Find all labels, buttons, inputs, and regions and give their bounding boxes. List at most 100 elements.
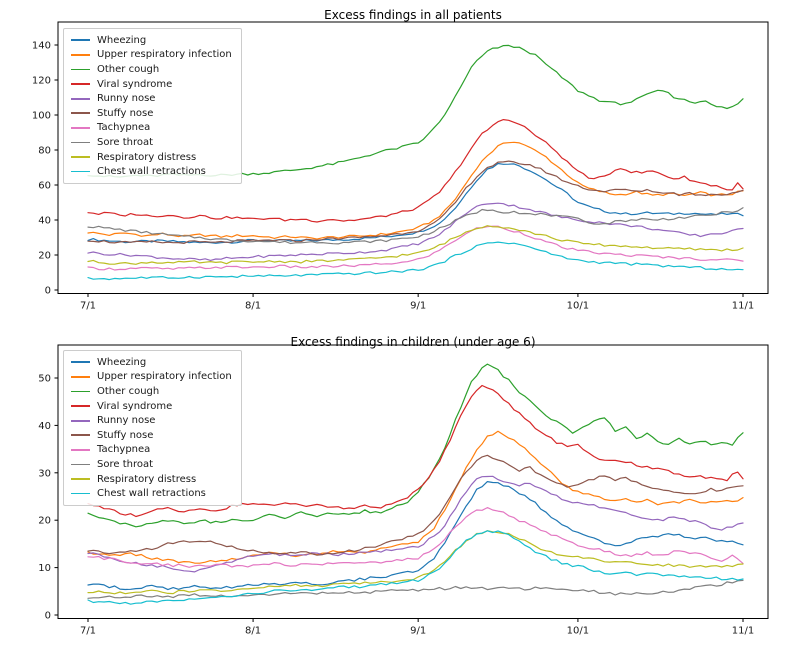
legend-line-swatch (71, 39, 90, 42)
chart-title: Excess findings in all patients (324, 8, 502, 22)
legend-label: Stuffy nose (97, 107, 154, 119)
y-tick-label: 30 (38, 468, 51, 479)
legend-line-swatch (71, 419, 90, 422)
x-tick-label: 8/1 (245, 626, 261, 637)
chart-canvas: 0 10 20 30 40 50 7/1 8/1 9/1 10/1 11/1 (38, 344, 769, 637)
legend-label: Sore throat (97, 136, 154, 148)
legend-line-swatch (71, 434, 90, 437)
legend-item-respiratory-distress: Respiratory distress (71, 472, 232, 487)
y-tick-label: 20 (38, 251, 51, 262)
series-line-viral-syndrome (87, 118, 744, 223)
legend-label: Upper respiratory infection (97, 49, 232, 61)
y-tick-label: 50 (38, 374, 51, 385)
legend-line-swatch (71, 112, 90, 115)
x-tick-label: 9/1 (410, 626, 426, 637)
legend-item-upper-respiratory-infection: Upper respiratory infection (71, 370, 232, 385)
legend-item-wheezing: Wheezing (71, 355, 232, 370)
series-line-stuffy-nose (87, 454, 744, 556)
y-tick-label: 80 (38, 146, 51, 157)
series-line-respiratory-distress (87, 530, 744, 595)
legend-label: Chest wall retractions (97, 166, 206, 178)
legend: Wheezing Upper respiratory infection Other… (63, 28, 242, 184)
y-tick-label: 40 (38, 216, 51, 227)
y-tick-label: 0 (45, 611, 51, 622)
x-tick-label: 10/1 (567, 301, 589, 312)
legend-label: Wheezing (97, 34, 147, 46)
chart-all-patients: Excess findings in all patients 0 20 40 60 8… (0, 0, 800, 330)
y-tick-label: 0 (45, 286, 51, 297)
legend-label: Upper respiratory infection (97, 371, 232, 383)
legend-item-upper-respiratory-infection: Upper respiratory infection (71, 48, 232, 63)
legend-line-swatch (71, 141, 90, 144)
legend-line-swatch (71, 492, 90, 495)
series-line-stuffy-nose (87, 160, 744, 244)
legend-item-other-cough: Other cough (71, 62, 232, 77)
legend-line-swatch (71, 390, 90, 393)
legend-line-swatch (71, 97, 90, 100)
x-tick-label: 8/1 (245, 301, 261, 312)
legend-item-respiratory-distress: Respiratory distress (71, 150, 232, 165)
legend-item-chest-wall-retractions: Chest wall retractions (71, 164, 232, 179)
plot-border (57, 21, 769, 294)
x-tick-label: 7/1 (80, 626, 96, 637)
legend-item-tachypnea: Tachypnea (71, 121, 232, 136)
series-line-chest-wall-retractions (87, 530, 744, 605)
legend-label: Viral syndrome (97, 78, 173, 90)
chart-canvas: 0 20 40 60 80 100 120 140 7/1 8/1 9/1 10/1 11/1 (32, 21, 769, 312)
legend-line-swatch (71, 463, 90, 466)
legend-label: Stuffy nose (97, 429, 154, 441)
y-tick-label: 100 (32, 111, 51, 122)
y-tick-label: 60 (38, 181, 51, 192)
legend-line-swatch (71, 376, 90, 378)
series-line-respiratory-distress (87, 225, 744, 265)
legend-item-chest-wall-retractions: Chest wall retractions (71, 486, 232, 501)
series-line-chest-wall-retractions (87, 241, 744, 281)
series-line-runny-nose (87, 475, 744, 573)
legend-label: Chest wall retractions (97, 488, 206, 500)
x-tick-label: 7/1 (80, 301, 96, 312)
legend-item-sore-throat: Sore throat (71, 457, 232, 472)
legend-label: Runny nose (97, 93, 156, 105)
legend-line-swatch (71, 83, 90, 85)
legend-line-swatch (71, 405, 90, 407)
y-tick-label: 10 (38, 563, 51, 574)
x-tick-label: 9/1 (410, 301, 426, 312)
series-line-wheezing (87, 162, 744, 244)
legend-label: Viral syndrome (97, 400, 173, 412)
legend-item-runny-nose: Runny nose (71, 91, 232, 106)
x-tick-label: 11/1 (732, 301, 754, 312)
series-line-other-cough (87, 363, 744, 528)
legend-label: Sore throat (97, 458, 154, 470)
legend-line-swatch (71, 361, 90, 364)
legend-line-swatch (71, 54, 90, 56)
series-line-sore-throat (87, 579, 744, 599)
legend-item-stuffy-nose: Stuffy nose (71, 106, 232, 121)
x-tick-label: 11/1 (732, 626, 754, 637)
plot-border (57, 344, 769, 619)
legend-item-runny-nose: Runny nose (71, 413, 232, 428)
legend-item-tachypnea: Tachypnea (71, 443, 232, 458)
legend-label: Other cough (97, 63, 160, 75)
legend-item-stuffy-nose: Stuffy nose (71, 428, 232, 443)
y-tick-label: 140 (32, 41, 51, 52)
legend-label: Tachypnea (97, 444, 151, 456)
legend-item-sore-throat: Sore throat (71, 135, 232, 150)
legend-line-swatch (71, 127, 90, 129)
legend-line-swatch (71, 449, 90, 451)
legend-line-swatch (71, 156, 90, 158)
legend-line-swatch (71, 478, 90, 480)
chart-children: Excess findings in children (under age 6… (0, 330, 800, 672)
legend-item-viral-syndrome: Viral syndrome (71, 77, 232, 92)
legend-line-swatch (71, 170, 90, 173)
legend-label: Other cough (97, 385, 160, 397)
legend-label: Tachypnea (97, 122, 151, 134)
legend-label: Respiratory distress (97, 473, 197, 485)
x-tick-label: 10/1 (567, 626, 589, 637)
y-tick-label: 40 (38, 421, 51, 432)
legend-item-wheezing: Wheezing (71, 33, 232, 48)
legend-label: Runny nose (97, 415, 156, 427)
series-line-tachypnea (87, 225, 744, 271)
series-line-upper-respiratory-infection (87, 430, 744, 564)
legend-label: Respiratory distress (97, 151, 197, 163)
